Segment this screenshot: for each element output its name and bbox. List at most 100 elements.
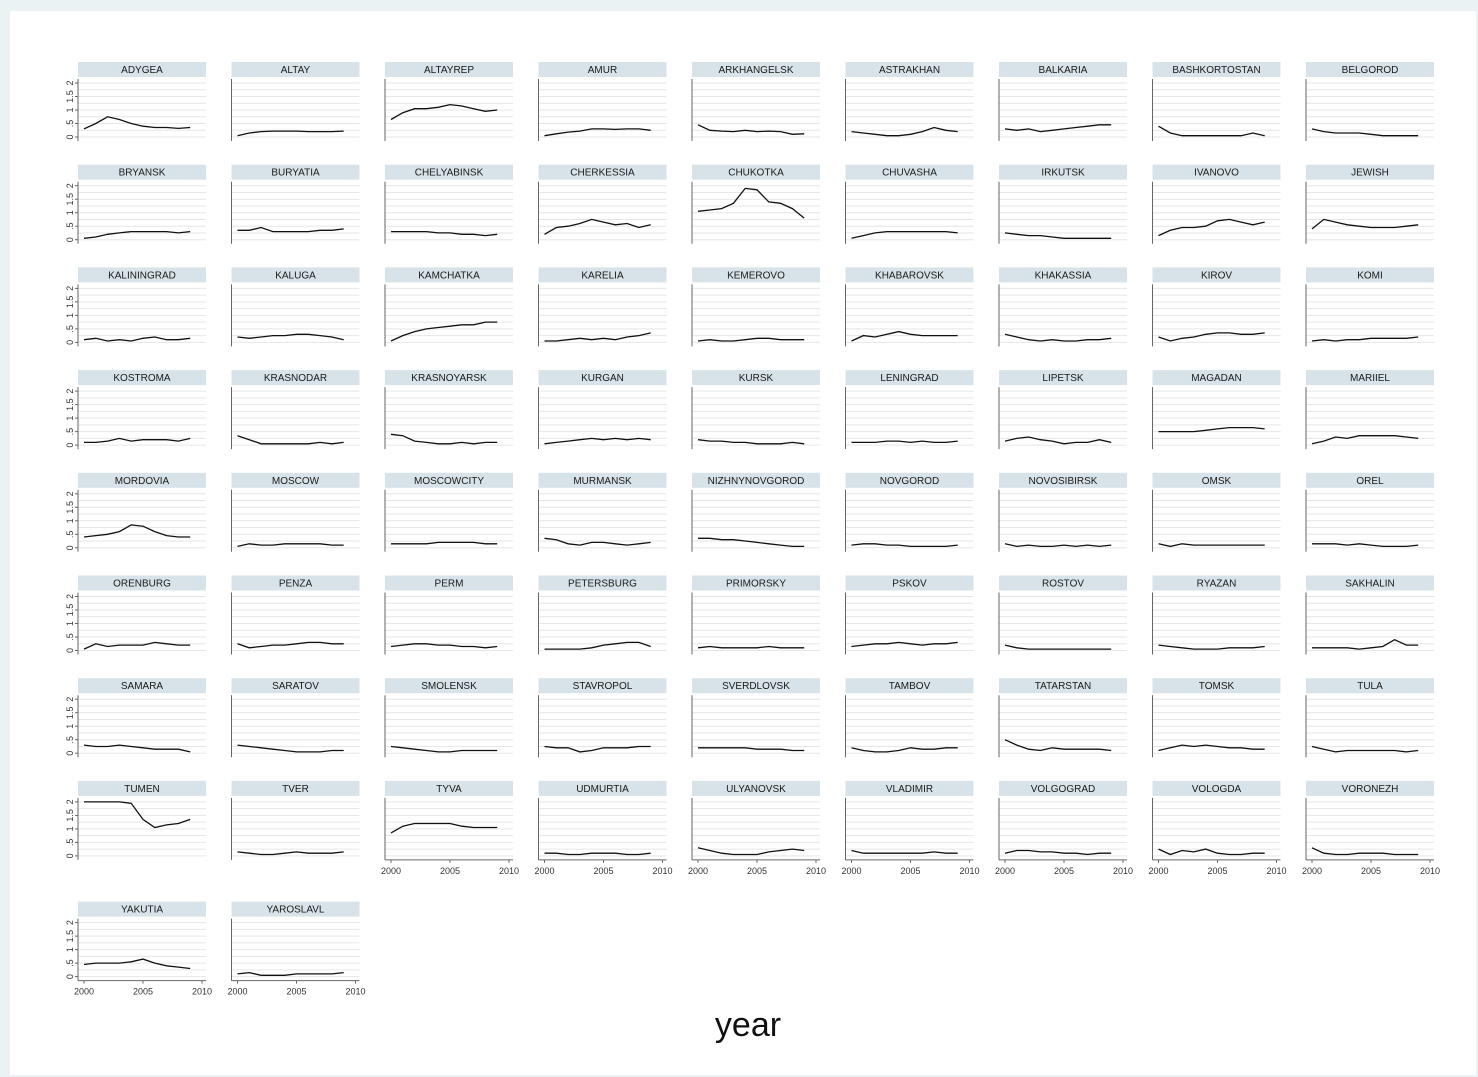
panel-title: KALININGRAD xyxy=(108,270,176,281)
panel-magadan: MAGADAN xyxy=(1152,370,1281,450)
panel-strip xyxy=(231,62,360,77)
panel-strip xyxy=(1306,575,1434,591)
y-tick-label: 0 xyxy=(65,134,75,139)
panel-belgorod: BELGOROD xyxy=(1305,62,1434,141)
panel-title: KURSK xyxy=(739,373,774,384)
y-tick-label: 1 xyxy=(65,621,75,626)
panel-title: BURYATIA xyxy=(271,168,320,179)
panel-khakassia: KHAKASSIA xyxy=(998,267,1127,347)
panel-title: MARIIEL xyxy=(1350,373,1390,384)
panel-volgograd: VOLGOGRAD 2000 2005 2010 xyxy=(995,780,1133,876)
series-line xyxy=(83,336,191,342)
panel-strip xyxy=(692,267,820,283)
panel-title: KIROV xyxy=(1201,270,1232,281)
panel-title: SARATOV xyxy=(272,681,319,692)
y-tick-label: .5 xyxy=(65,222,75,230)
x-tick-label: 2000 xyxy=(534,866,554,876)
series-line xyxy=(1311,745,1419,753)
panel-strip xyxy=(692,370,820,386)
series-line xyxy=(544,128,651,137)
y-tick-label: 2 xyxy=(65,491,75,496)
series-line xyxy=(1004,543,1112,548)
y-tick-label: 0 xyxy=(65,545,75,550)
panel-title: MAGADAN xyxy=(1191,373,1242,384)
x-tick-label: 2000 xyxy=(995,866,1015,876)
panel-bryansk: BRYANSK 0 .5 1 1.5 2 xyxy=(65,164,206,244)
y-tick-label: 1.5 xyxy=(65,193,75,206)
panel-tyva: TYVA 2000 2005 2010 xyxy=(381,780,519,876)
series-line xyxy=(237,226,344,233)
panel-kostroma: KOSTROMA 0 .5 1 1.5 2 xyxy=(65,370,206,450)
series-line xyxy=(391,541,498,545)
y-tick-label: .5 xyxy=(65,633,75,641)
panel-title: OREL xyxy=(1356,476,1384,487)
x-tick-label: 2000 xyxy=(688,866,708,876)
series-line xyxy=(851,849,958,854)
series-line xyxy=(390,643,498,649)
series-line xyxy=(237,130,344,137)
panel-kurgan: KURGAN xyxy=(538,370,667,450)
y-tick-label: 2 xyxy=(65,697,75,702)
y-tick-label: 2 xyxy=(65,920,75,925)
series-line xyxy=(544,745,651,753)
y-tick-label: 2 xyxy=(65,389,75,394)
panel-title: AMUR xyxy=(588,65,617,76)
panel-title: PENZA xyxy=(279,579,313,590)
series-line xyxy=(237,971,344,976)
panel-strip xyxy=(78,370,206,386)
panel-chukotka: CHUKOTKA xyxy=(691,164,820,244)
y-tick-label: 1 xyxy=(65,518,75,523)
panel-strip xyxy=(999,780,1127,796)
series-line xyxy=(697,187,805,219)
panel-strip xyxy=(845,678,974,694)
series-line xyxy=(1004,333,1112,342)
panel-strip xyxy=(1306,370,1434,386)
panel-strip xyxy=(845,164,974,180)
panel-novgorod: NOVGOROD xyxy=(845,472,974,552)
y-tick-label: 1 xyxy=(65,210,75,215)
series-line xyxy=(1158,125,1265,137)
x-tick-label: 2005 xyxy=(440,866,460,876)
x-tick-label: 2010 xyxy=(192,987,212,997)
series-line xyxy=(83,116,191,130)
panel-strip xyxy=(1306,164,1434,180)
panel-buryatia: BURYATIA xyxy=(231,164,360,244)
series-line xyxy=(390,321,498,342)
panel-strip xyxy=(78,472,206,488)
panel-strip xyxy=(1306,678,1434,694)
x-tick-label: 2000 xyxy=(1148,866,1168,876)
x-tick-label: 2005 xyxy=(286,987,306,997)
panel-strip xyxy=(845,575,974,591)
panel-altayrep: ALTAYREP xyxy=(384,62,513,141)
panel-title: ULYANOVSK xyxy=(726,784,786,795)
panel-title: KOMI xyxy=(1357,270,1383,281)
panel-title: KEMEROVO xyxy=(727,270,785,281)
series-line xyxy=(1158,848,1265,856)
y-tick-label: 1 xyxy=(65,416,75,421)
panel-strip xyxy=(538,575,667,591)
panel-strip xyxy=(231,575,360,591)
panel-title: OMSK xyxy=(1202,476,1232,487)
panel-adygea: ADYGEA 0 .5 1 1.5 2 xyxy=(65,62,206,141)
panel-orenburg: ORENBURG 0 .5 1 1.5 2 xyxy=(65,575,206,655)
x-tick-label: 2000 xyxy=(1302,866,1322,876)
panel-kirov: KIROV xyxy=(1152,267,1281,347)
panel-tatarstan: TATARSTAN xyxy=(998,678,1127,758)
series-line xyxy=(391,230,498,237)
panel-kamchatka: KAMCHATKA xyxy=(384,267,513,347)
y-tick-label: 0 xyxy=(65,443,75,448)
panel-strip xyxy=(692,575,820,591)
panel-strip xyxy=(231,370,360,386)
panel-title: BASHKORTOSTAN xyxy=(1172,65,1260,76)
panel-jewish: JEWISH xyxy=(1305,164,1434,244)
panel-strip xyxy=(385,62,513,77)
series-line xyxy=(390,433,498,445)
series-line xyxy=(544,437,651,445)
series-line xyxy=(851,747,958,753)
panel-sakhalin: SAKHALIN xyxy=(1305,575,1434,655)
panel-strip xyxy=(1152,780,1281,796)
panel-penza: PENZA xyxy=(231,575,360,655)
panel-strip xyxy=(1306,267,1434,283)
panel-strip xyxy=(845,370,974,386)
panel-strip xyxy=(999,267,1127,283)
